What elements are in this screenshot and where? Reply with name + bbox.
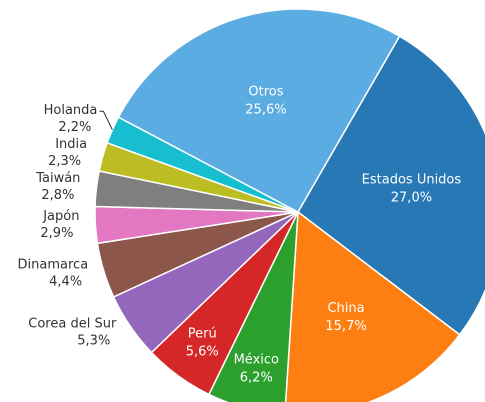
slice-value: 2,3% bbox=[48, 154, 81, 169]
slice-value: 15,7% bbox=[325, 319, 366, 334]
slice-label: Taiwán bbox=[35, 171, 80, 186]
slice-value: 25,6% bbox=[245, 102, 286, 117]
slice-label: Corea del Sur bbox=[28, 317, 117, 332]
slice-label: Japón bbox=[42, 209, 79, 224]
slice-label: México bbox=[234, 352, 279, 367]
pie-slice bbox=[117, 8, 401, 214]
slice-label: Otros bbox=[248, 84, 283, 99]
slice-value: 5,6% bbox=[186, 345, 219, 360]
slice-value: 2,2% bbox=[58, 120, 91, 135]
slice-label: Perú bbox=[188, 327, 217, 342]
slice-value: 2,8% bbox=[41, 188, 74, 203]
pie-slice bbox=[297, 35, 485, 336]
slice-label: India bbox=[55, 137, 87, 152]
slice-label: Dinamarca bbox=[18, 258, 89, 273]
leader-line bbox=[99, 110, 113, 131]
slice-label: China bbox=[327, 301, 364, 316]
slice-value: 5,3% bbox=[77, 334, 110, 349]
slice-value: 2,9% bbox=[40, 226, 73, 241]
slice-value: 4,4% bbox=[49, 275, 82, 290]
slice-value: 6,2% bbox=[240, 370, 273, 385]
slice-label: Holanda bbox=[44, 103, 98, 118]
slice-label: Estados Unidos bbox=[362, 173, 462, 188]
pie-slice bbox=[284, 210, 461, 402]
slice-value: 27,0% bbox=[391, 191, 432, 206]
